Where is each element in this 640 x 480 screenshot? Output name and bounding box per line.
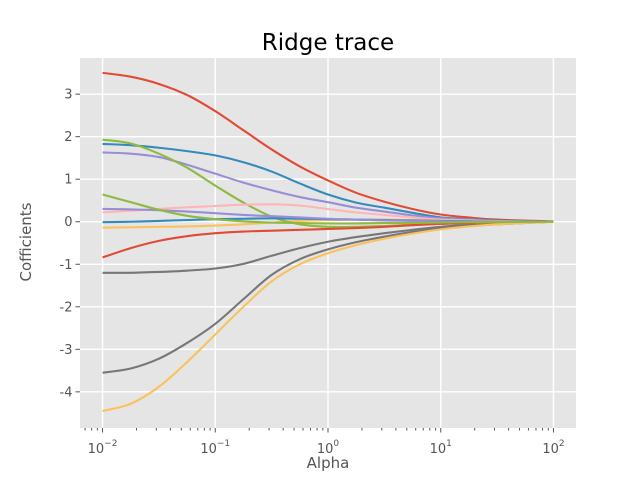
x-tick-label: 10−1 — [200, 439, 230, 457]
y-tick-label: 0 — [64, 215, 72, 230]
series-line-12 — [102, 220, 554, 413]
y-tick-label: 3 — [64, 88, 72, 103]
x-tick-label: 101 — [430, 439, 452, 457]
y-tick-label: -4 — [60, 385, 73, 400]
series-line-13 — [102, 193, 554, 225]
y-tick-label: 2 — [64, 130, 72, 145]
x-tick-label: 10−2 — [88, 439, 118, 457]
series-line-1 — [102, 71, 554, 223]
x-tick-label: 102 — [542, 439, 564, 457]
y-tick-label: -2 — [60, 300, 73, 315]
y-axis-label: Cofficients — [17, 202, 35, 281]
y-tick-label: -1 — [60, 258, 73, 273]
y-tick-label: -3 — [60, 343, 73, 358]
series-line-8 — [102, 220, 554, 259]
series-line-4 — [102, 220, 554, 274]
chart-title: Ridge trace — [262, 30, 394, 56]
x-axis-label: Alpha — [307, 454, 350, 472]
y-tick-label: 1 — [64, 173, 72, 188]
